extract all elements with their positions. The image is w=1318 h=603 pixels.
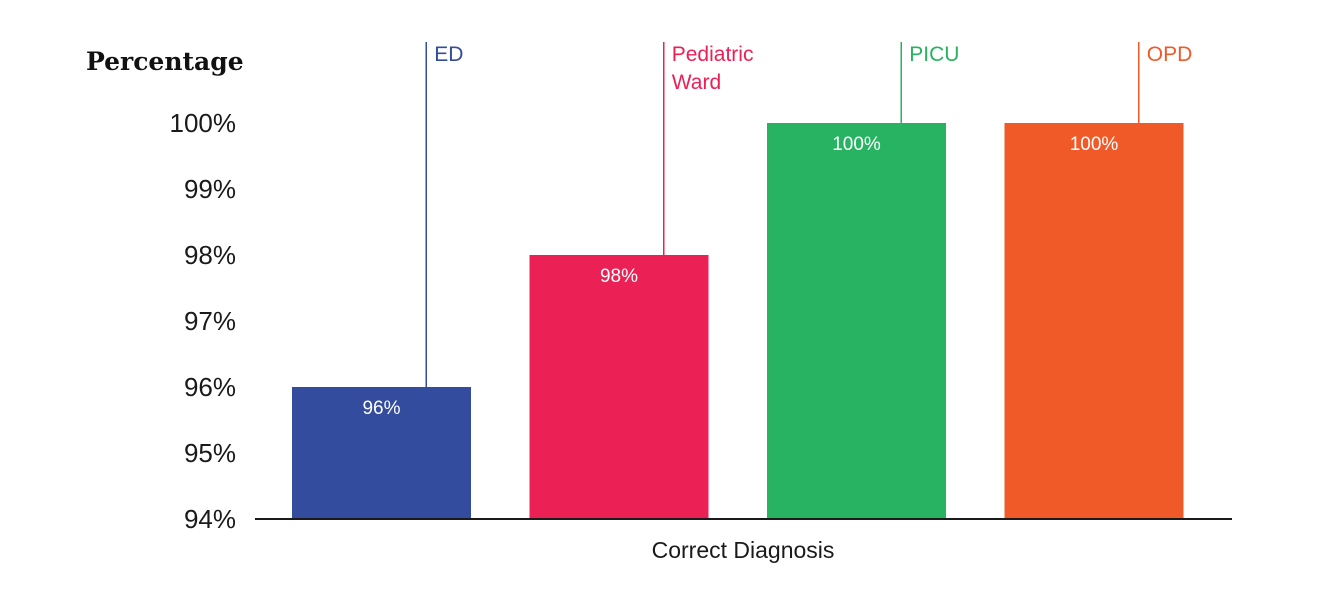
y-tick-label: 100%: [170, 108, 237, 138]
bar: [292, 387, 471, 519]
y-tick-label: 97%: [184, 306, 236, 336]
y-tick-label: 95%: [184, 438, 236, 468]
y-axis-ticks: 94% 95% 96% 97% 98% 99% 100%: [170, 108, 237, 534]
y-tick-label: 96%: [184, 372, 236, 402]
y-tick-label: 98%: [184, 240, 236, 270]
category-label: OPD: [1147, 43, 1193, 66]
bar-value-label: 100%: [832, 134, 881, 155]
bar-value-label: 96%: [362, 398, 400, 419]
category-label: PICU: [909, 43, 959, 66]
y-axis-label: Percentage: [86, 47, 244, 76]
y-tick-label: 99%: [184, 174, 236, 204]
bars: 96% 98% 100% 100%: [292, 123, 1184, 519]
bar: [767, 123, 946, 519]
y-tick-label: 94%: [184, 504, 236, 534]
category-labels: ED Pediatric Ward PICU OPD: [425, 42, 1193, 387]
bar-value-label: 98%: [600, 266, 638, 287]
bar-value-label: 100%: [1070, 134, 1119, 155]
category-label: ED: [434, 43, 463, 66]
x-axis-label: Correct Diagnosis: [652, 537, 835, 563]
category-label: Pediatric Ward: [672, 43, 754, 94]
bar: [1004, 123, 1184, 519]
bar: [529, 255, 709, 519]
